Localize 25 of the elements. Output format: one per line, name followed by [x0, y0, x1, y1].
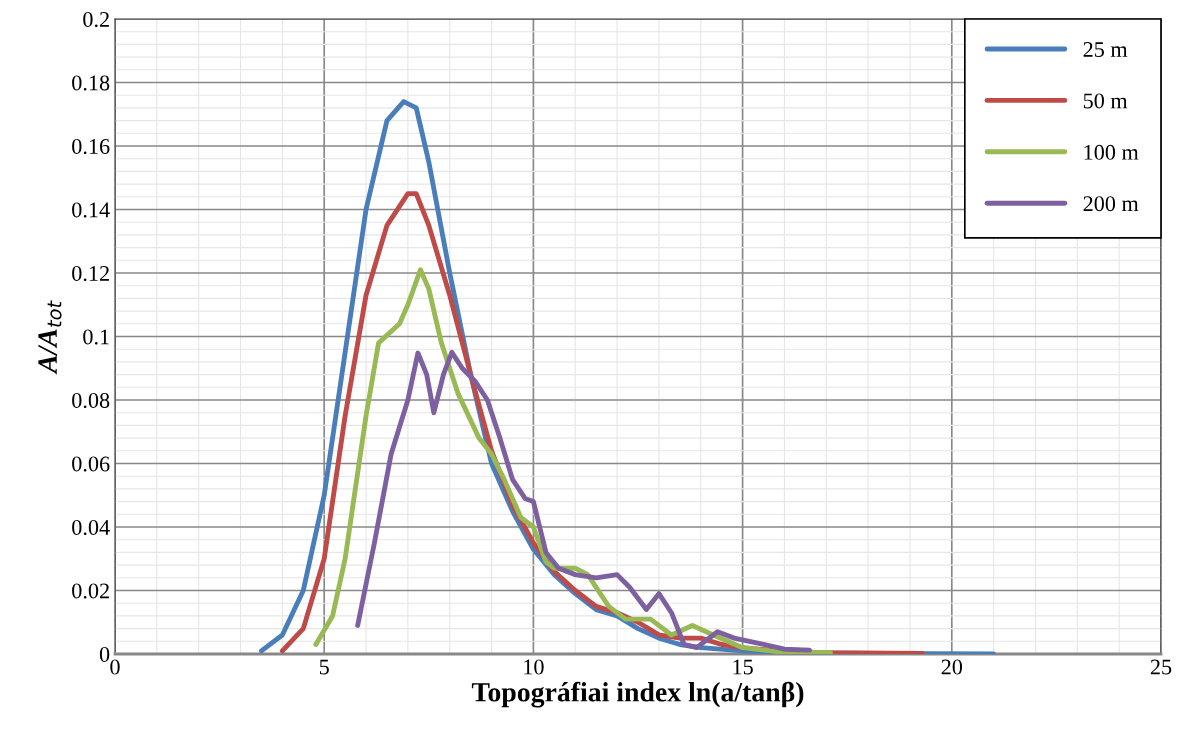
y-tick-label: 0.04 — [72, 519, 110, 536]
y-tick-label: 0.08 — [72, 392, 110, 409]
x-tick-label: 25 — [1150, 659, 1172, 675]
y-tick-label: 0.16 — [72, 138, 110, 155]
y-tick-label: 0.02 — [72, 583, 109, 599]
y-tick-label: 0.14 — [72, 202, 110, 218]
y-tick-label: 0.1 — [83, 329, 109, 345]
y-tick-label: 0.2 — [83, 11, 109, 28]
y-tick-label: 0.06 — [72, 456, 110, 472]
x-tick-label: 5 — [319, 659, 329, 675]
y-tick-label: 0.18 — [72, 75, 110, 91]
y-axis-title: A/A$_{tot}$ — [38, 300, 62, 375]
x-tick-label: 15 — [733, 659, 753, 675]
y-tick-label: 0.12 — [72, 265, 109, 282]
legend-label: 200 m — [1083, 196, 1139, 212]
x-tick-label: 0 — [110, 659, 120, 675]
legend-label: 100 m — [1084, 144, 1139, 160]
x-tick-label: 10 — [524, 659, 544, 675]
legend-label: 50 m — [1083, 93, 1128, 109]
legend-label: 25 m — [1083, 42, 1128, 57]
x-axis-title: Topográfiai index ln(a/tanβ) — [471, 681, 804, 708]
line-series — [313, 267, 833, 654]
line-series — [355, 349, 812, 653]
y-tick-label: 0 — [99, 646, 110, 662]
x-tick-label: 20 — [941, 659, 963, 675]
